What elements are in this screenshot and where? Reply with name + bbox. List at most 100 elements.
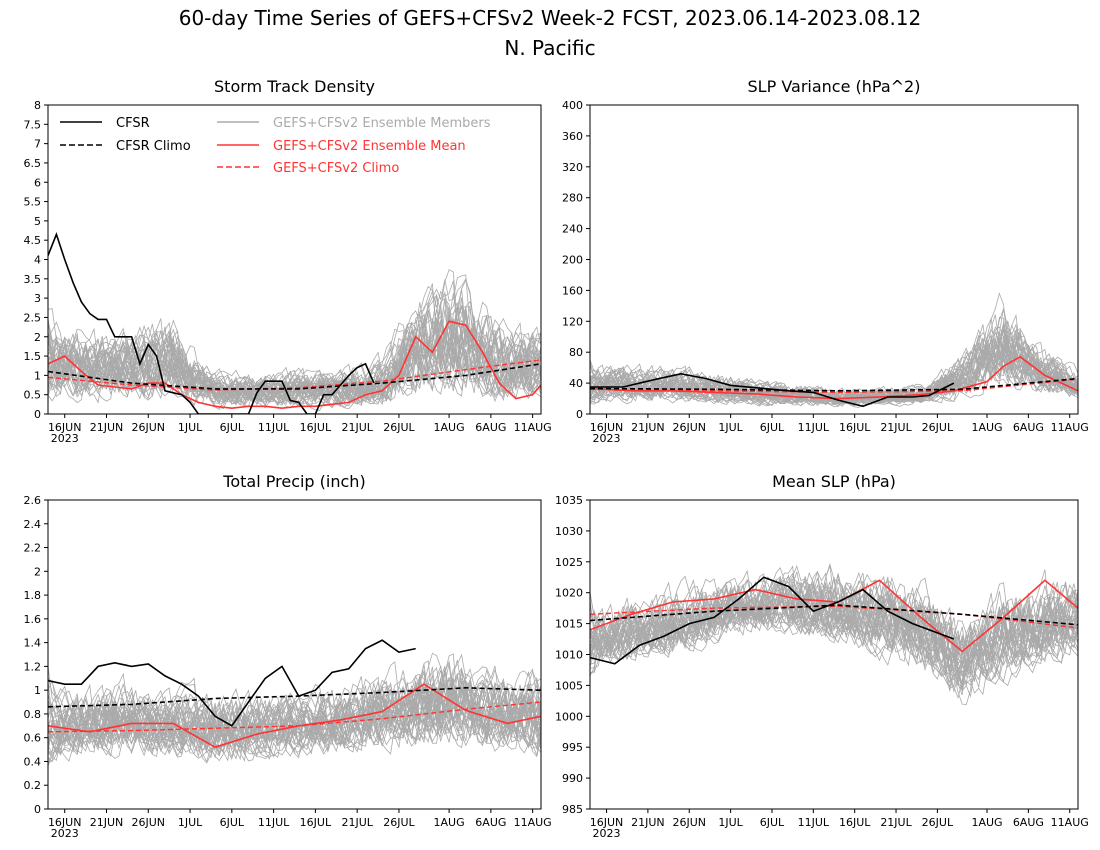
x-tick-label: 6JUL — [220, 421, 245, 434]
x-tick-label: 11AUG — [514, 816, 552, 829]
x-tick-label: 16JUL — [839, 816, 871, 829]
legend-label-cfsr: CFSR — [116, 116, 150, 131]
y-tick-label: 80 — [569, 346, 583, 359]
member-line — [590, 581, 1078, 696]
cfsr-line — [48, 639, 416, 727]
y-tick-label: 280 — [562, 192, 583, 205]
y-tick-label: 3 — [34, 292, 41, 305]
x-tick-label: 11AUG — [514, 421, 552, 434]
member-line — [590, 571, 1078, 686]
x-tick-label: 26JUL — [383, 816, 415, 829]
y-axis: 0 40 80 120 160 200 240 280 320 360 400 — [562, 99, 590, 421]
y-tick-label: 1025 — [555, 556, 583, 569]
y-tick-label: 0.5 — [24, 389, 42, 402]
y-tick-label: 6 — [34, 176, 41, 189]
x-tick-label: 1JUL — [718, 816, 743, 829]
y-tick-label: 240 — [562, 223, 583, 236]
y-tick-label: 995 — [562, 741, 583, 754]
y-tick-label: 1000 — [555, 710, 583, 723]
y-tick-label: 160 — [562, 284, 583, 297]
x-axis: 16JUN 21JUN 26JUN 1JUL 6JUL 11JUL 16JUL 21JUL 26… — [48, 809, 552, 840]
x-year-label: 2023 — [593, 827, 621, 840]
y-tick-label: 2.4 — [24, 518, 42, 531]
y-tick-label: 5 — [34, 215, 41, 228]
x-tick-label: 21JUL — [880, 816, 912, 829]
x-tick-label: 26JUN — [132, 816, 166, 829]
gefs-cfsv2-climo-line — [48, 359, 541, 391]
y-tick-label: 7 — [34, 138, 41, 151]
x-tick-label: 6JUL — [220, 816, 245, 829]
legend-label-gefs-climo: GEFS+CFSv2 Climo — [273, 161, 399, 176]
y-tick-label: 1035 — [555, 494, 583, 507]
member-line — [590, 316, 1078, 402]
member-line — [48, 668, 541, 764]
y-tick-label: 4.5 — [24, 234, 42, 247]
x-tick-label: 16JUL — [300, 421, 332, 434]
ensemble-members — [48, 652, 541, 767]
y-axis: 0 0.2 0.4 0.6 0.8 1 1.2 1.4 1.6 1.8 2 2.2 2.4 2.6 — [24, 494, 48, 816]
y-tick-label: 1 — [34, 369, 41, 382]
y-tick-label: 0.4 — [24, 755, 42, 768]
y-tick-label: 320 — [562, 161, 583, 174]
y-tick-label: 1020 — [555, 587, 583, 600]
member-line — [48, 279, 541, 408]
member-line — [48, 674, 541, 762]
x-tick-label: 6AUG — [475, 421, 506, 434]
x-axis: 16JUN 21JUN 26JUN 1JUL 6JUL 11JUL 16JUL 21JUL 26… — [590, 809, 1089, 840]
ensemble-members — [590, 562, 1078, 706]
y-tick-label: 2.2 — [24, 542, 42, 555]
x-year-label: 2023 — [51, 827, 79, 840]
y-tick-label: 360 — [562, 130, 583, 143]
ensemble-members — [48, 269, 541, 411]
figure-subtitle: N. Pacific — [504, 36, 595, 60]
x-tick-label: 21JUN — [631, 421, 665, 434]
plot-frame — [47, 499, 542, 810]
y-axis: 0 0.5 1 1.5 2 2.5 3 3.5 4 4.5 5 5.5 6 6.5 7 7.5 8 — [24, 99, 48, 421]
y-tick-label: 0.2 — [24, 779, 42, 792]
member-line — [590, 571, 1078, 706]
y-tick-label: 985 — [562, 803, 583, 816]
plot-area — [590, 562, 1078, 706]
y-tick-label: 1015 — [555, 618, 583, 631]
x-tick-label: 21JUL — [880, 421, 912, 434]
y-tick-label: 40 — [569, 377, 583, 390]
y-tick-label: 1.8 — [24, 589, 42, 602]
plot-area — [48, 232, 541, 414]
x-tick-label: 21JUN — [631, 816, 665, 829]
panel-4: Mean SLP (hPa) 985 990 995 1000 1005 1010 1015 1… — [555, 472, 1089, 840]
x-year-label: 2023 — [593, 432, 621, 445]
x-tick-label: 1AUG — [971, 816, 1002, 829]
panel-title: Storm Track Density — [214, 77, 375, 96]
x-tick-label: 1JUL — [178, 421, 203, 434]
x-tick-label: 6AUG — [475, 816, 506, 829]
panel-3: Total Precip (inch) 0 0.2 0.4 0.6 0.8 1 1.2 1.4 1… — [24, 472, 552, 840]
panel-2: SLP Variance (hPa^2) 0 40 80 120 160 200 240 280… — [562, 77, 1089, 445]
x-tick-label: 6AUG — [1013, 816, 1044, 829]
x-tick-label: 26JUL — [922, 421, 954, 434]
y-tick-label: 1030 — [555, 525, 583, 538]
x-tick-label: 6JUL — [760, 816, 785, 829]
x-tick-label: 26JUL — [922, 816, 954, 829]
y-tick-label: 2.5 — [24, 311, 42, 324]
member-line — [48, 652, 541, 747]
y-tick-label: 8 — [34, 99, 41, 112]
cfsr-line — [48, 232, 375, 414]
y-tick-label: 6.5 — [24, 157, 42, 170]
panel-title: Mean SLP (hPa) — [772, 472, 896, 491]
x-tick-label: 16JUN — [48, 421, 82, 434]
y-tick-label: 2.6 — [24, 494, 42, 507]
member-line — [48, 672, 541, 755]
gefs-cfsv2-ensemble-mean-line — [48, 683, 541, 749]
member-line — [590, 579, 1078, 682]
panel-title: Total Precip (inch) — [222, 472, 365, 491]
legend: CFSR CFSR Climo GEFS+CFSv2 Ensemble Member… — [60, 116, 491, 176]
y-tick-label: 2 — [34, 331, 41, 344]
y-tick-label: 1 — [34, 684, 41, 697]
member-line — [48, 660, 541, 762]
y-tick-label: 1.5 — [24, 350, 42, 363]
x-tick-label: 26JUN — [672, 816, 706, 829]
cfsr-line — [590, 576, 955, 665]
y-tick-label: 0 — [34, 408, 41, 421]
y-tick-label: 120 — [562, 315, 583, 328]
cfsr-line — [590, 372, 955, 408]
